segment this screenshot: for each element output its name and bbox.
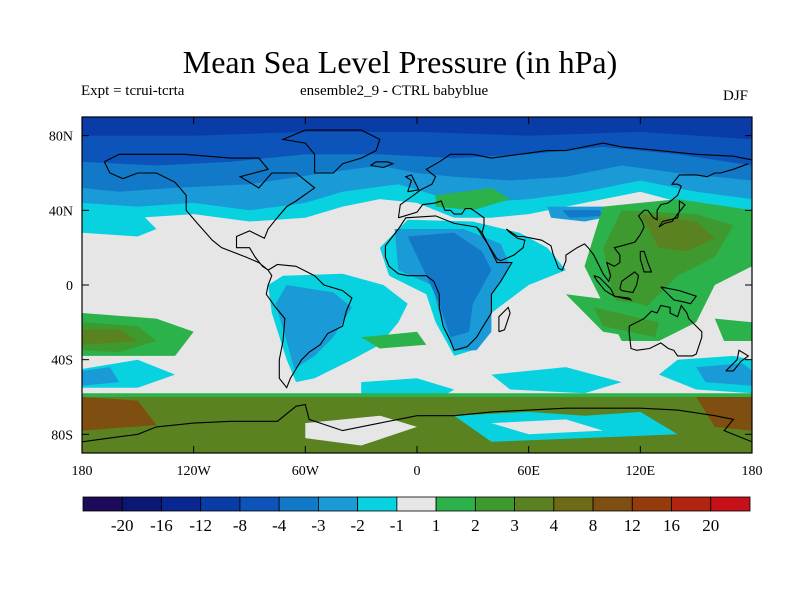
colorbar-label: -8 — [233, 516, 247, 535]
coastline-path — [725, 349, 750, 372]
lon-tick-label: 180 — [742, 464, 763, 479]
field-region-p8 — [696, 397, 752, 431]
colorbar-swatch — [396, 496, 437, 512]
coastline-path — [82, 403, 752, 443]
colorbar-swatch — [239, 496, 280, 512]
field-region-n3 — [407, 232, 492, 338]
colorbar-swatch — [592, 496, 633, 512]
colorbar-swatch — [200, 496, 241, 512]
coastline-path — [281, 129, 381, 174]
colorbar-swatch — [671, 496, 712, 512]
lon-tick-label: 120E — [626, 464, 656, 479]
lon-tick-label: 120W — [177, 464, 212, 479]
latitude-axis: 80N 40N 0 40S 80S — [49, 130, 752, 443]
colorbar-label: 20 — [702, 516, 719, 535]
colorbar-label: -16 — [150, 516, 173, 535]
colorbar-label: -12 — [189, 516, 212, 535]
field-region-p1 — [714, 318, 752, 341]
field-region-n1 — [491, 367, 622, 394]
coastline-path — [614, 295, 633, 301]
colorbar-swatch — [121, 496, 162, 512]
coastline-path — [404, 174, 420, 193]
colorbar-label: 1 — [432, 516, 441, 535]
field-region-p8 — [82, 397, 157, 431]
field-region-n2 — [82, 367, 120, 386]
colorbar-label: -20 — [111, 516, 134, 535]
colorbar-swatch — [318, 496, 359, 512]
season-label: DJF — [723, 88, 749, 104]
field-region-n1 — [82, 210, 157, 237]
colorbar-label: -1 — [390, 516, 404, 535]
colorbar-label: -3 — [311, 516, 325, 535]
colorbar-swatch — [710, 496, 751, 512]
colorbar-label: 3 — [510, 516, 519, 535]
coastline-path — [639, 250, 653, 273]
field-region-n2 — [275, 285, 352, 369]
field-region-p2 — [593, 307, 659, 338]
lat-tick-label: 0 — [66, 279, 73, 294]
coastline-path — [658, 199, 686, 228]
colorbar-swatch — [631, 496, 672, 512]
pressure-field — [82, 117, 752, 453]
lat-tick-label: 40S — [51, 354, 73, 369]
colorbar-swatch — [357, 496, 398, 512]
coastline-path — [397, 142, 752, 218]
coastline-path — [660, 286, 698, 305]
colorbar-swatch — [474, 496, 515, 512]
field-region-n3 — [562, 210, 604, 218]
colorbar-label: -4 — [272, 516, 287, 535]
field-region-neutral — [491, 419, 604, 435]
lat-tick-label: 40N — [49, 204, 73, 219]
colorbar-label: 2 — [471, 516, 480, 535]
ensemble-label: ensemble2_9 - CTRL babyblue — [300, 83, 489, 99]
coastline-path — [103, 153, 316, 271]
colorbar-swatch — [82, 496, 123, 512]
colorbar-label: -2 — [351, 516, 365, 535]
field-region-p1 — [361, 331, 427, 349]
coastline-path — [628, 304, 703, 357]
lon-tick-label: 180 — [72, 464, 93, 479]
colorbar-label: 8 — [589, 516, 598, 535]
colorbar-swatch — [161, 496, 202, 512]
colorbar-label: 12 — [624, 516, 641, 535]
colorbar-swatch — [514, 496, 555, 512]
coastline-path — [265, 263, 353, 389]
lon-tick-label: 0 — [414, 464, 421, 479]
field-region-n8 — [82, 117, 752, 140]
experiment-label: Expt = tcrui-tcrta — [81, 83, 185, 99]
field-region-p3 — [82, 329, 138, 345]
field-region-p3 — [640, 214, 715, 252]
colorbar-label: 16 — [663, 516, 680, 535]
coastline-path — [476, 163, 749, 283]
plot-title: Mean Sea Level Pressure (in hPa) — [182, 44, 618, 80]
coastline-path — [498, 306, 511, 333]
longitude-axis: 180 120W 60W 0 60E 120E 180 — [72, 117, 763, 479]
colorbar-swatch — [435, 496, 476, 512]
field-region-neutral — [305, 415, 417, 446]
coastline-path — [398, 200, 485, 233]
coastlines — [82, 129, 752, 443]
colorbar-swatch — [553, 496, 594, 512]
field-region-p3 — [82, 397, 752, 453]
coastline-path — [384, 215, 513, 351]
colorbar: -20 -16 -12 -8 -4 -3 -2 -1 1 2 3 4 8 12 16 20 — [82, 496, 751, 535]
field-region-n2 — [696, 363, 752, 386]
coastline-path — [619, 271, 640, 294]
lon-tick-label: 60W — [292, 464, 320, 479]
coastline-path — [370, 161, 395, 168]
colorbar-label: 4 — [550, 516, 559, 535]
colorbar-swatch — [278, 496, 319, 512]
lat-tick-label: 80N — [49, 130, 73, 145]
lon-tick-label: 60E — [517, 464, 540, 479]
lat-tick-label: 80S — [51, 428, 73, 443]
field-region-p1 — [435, 187, 511, 211]
